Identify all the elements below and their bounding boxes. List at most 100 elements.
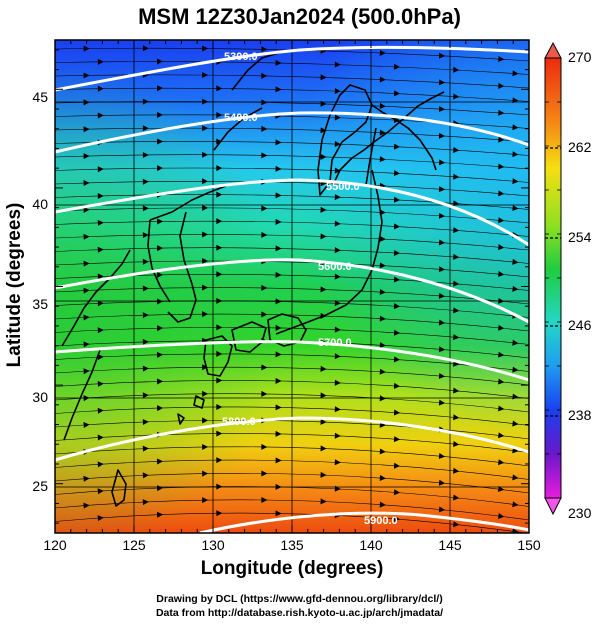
wind-arrow	[498, 459, 505, 466]
y-tick-label: 45	[32, 89, 48, 105]
wind-arrow	[202, 204, 209, 211]
wind-arrow	[142, 178, 149, 185]
wind-arrow	[453, 494, 460, 501]
wind-arrow	[97, 515, 104, 522]
wind-arrow	[216, 85, 223, 92]
streamline	[55, 380, 529, 399]
wind-arrow	[393, 276, 401, 283]
wind-arrow	[393, 90, 401, 97]
wind-arrow	[379, 76, 386, 83]
streamline	[55, 247, 529, 264]
wind-arrow	[261, 311, 268, 318]
wind-arrow	[379, 103, 386, 110]
wind-arrow	[320, 153, 327, 160]
wind-arrow	[157, 218, 164, 225]
wind-arrow	[320, 286, 327, 293]
wind-arrow	[453, 200, 460, 207]
wind-arrow	[453, 253, 460, 260]
wind-arrow	[157, 85, 164, 92]
wind-arrow	[216, 350, 223, 357]
wind-arrow	[83, 206, 90, 213]
wind-arrow	[498, 405, 505, 412]
wind-arrow	[261, 46, 268, 53]
wind-arrow	[393, 409, 401, 416]
wind-arrow	[512, 205, 519, 212]
wind-arrow	[393, 436, 401, 443]
wind-arrow	[142, 205, 149, 212]
wind-arrow	[393, 303, 401, 310]
wind-arrow	[512, 258, 519, 265]
wind-arrow	[498, 486, 505, 493]
wind-arrow	[142, 285, 149, 292]
wind-arrow	[379, 448, 386, 455]
x-axis-label: Longitude (degrees)	[200, 558, 384, 579]
wind-arrow	[438, 479, 446, 486]
streamline	[55, 486, 529, 507]
wind-arrow	[142, 499, 149, 506]
wind-arrow	[83, 422, 90, 428]
wind-arrow	[453, 227, 460, 234]
wind-arrow	[156, 511, 164, 518]
colorbar-min-label: 230	[568, 505, 592, 521]
wind-arrow	[438, 453, 446, 460]
wind-arrow	[320, 365, 327, 372]
streamline	[55, 433, 529, 453]
wind-arrow	[216, 483, 223, 490]
wind-arrow	[453, 414, 460, 421]
wind-arrow	[157, 111, 164, 118]
wind-arrow	[512, 151, 519, 158]
wind-arrow	[379, 475, 386, 482]
wind-arrow	[379, 315, 386, 322]
wind-arrow	[142, 365, 149, 372]
wind-arrow	[498, 109, 505, 116]
wind-arrow	[83, 475, 90, 482]
wind-arrow	[379, 129, 386, 136]
wind-arrow	[202, 364, 209, 371]
wind-arrow	[320, 100, 327, 107]
wind-arrow	[438, 132, 446, 139]
streamline	[55, 406, 529, 426]
streamline	[55, 512, 528, 533]
wind-arrow	[97, 58, 104, 65]
credit-drawing: Drawing by DCL (https://www.gfd-dennou.o…	[156, 593, 443, 605]
wind-arrow	[379, 262, 386, 269]
wind-arrow	[261, 72, 268, 79]
streamline	[55, 101, 529, 116]
contour-label: 5600.0	[318, 261, 352, 273]
wind-arrow	[453, 521, 460, 528]
wind-arrow	[393, 356, 401, 363]
contour-label: 5300.0	[224, 51, 258, 63]
wind-arrow	[275, 483, 282, 490]
wind-arrow	[393, 170, 401, 177]
wind-arrow	[379, 289, 386, 296]
height-contours	[55, 45, 529, 533]
wind-arrow	[202, 417, 209, 424]
wind-arrow	[83, 180, 90, 187]
wind-arrow	[275, 86, 282, 93]
wind-arrow	[498, 136, 505, 143]
wind-arrow	[512, 501, 519, 508]
wind-arrow	[320, 471, 327, 478]
wind-arrow	[261, 390, 268, 397]
x-tick-label: 150	[517, 537, 541, 553]
wind-arrow	[334, 432, 341, 439]
colorbar-max-label: 270	[568, 49, 592, 65]
wind-arrow	[438, 186, 446, 193]
wind-arrow	[83, 260, 90, 267]
x-tick-label: 135	[280, 537, 304, 553]
wind-arrow	[512, 393, 519, 400]
wind-arrow	[379, 49, 386, 56]
wind-arrow	[202, 178, 209, 185]
wind-arrow	[83, 341, 90, 348]
wind-arrow	[202, 98, 209, 105]
wind-arrow	[512, 178, 519, 185]
y-tick-label: 30	[32, 389, 48, 405]
wind-arrow	[334, 114, 341, 121]
wind-arrow	[334, 353, 341, 360]
wind-arrow	[438, 346, 446, 353]
wind-arrow	[498, 244, 505, 251]
wind-arrow	[438, 212, 446, 219]
wind-arrow	[438, 319, 446, 326]
colorbar-tick-label: 238	[568, 407, 592, 423]
